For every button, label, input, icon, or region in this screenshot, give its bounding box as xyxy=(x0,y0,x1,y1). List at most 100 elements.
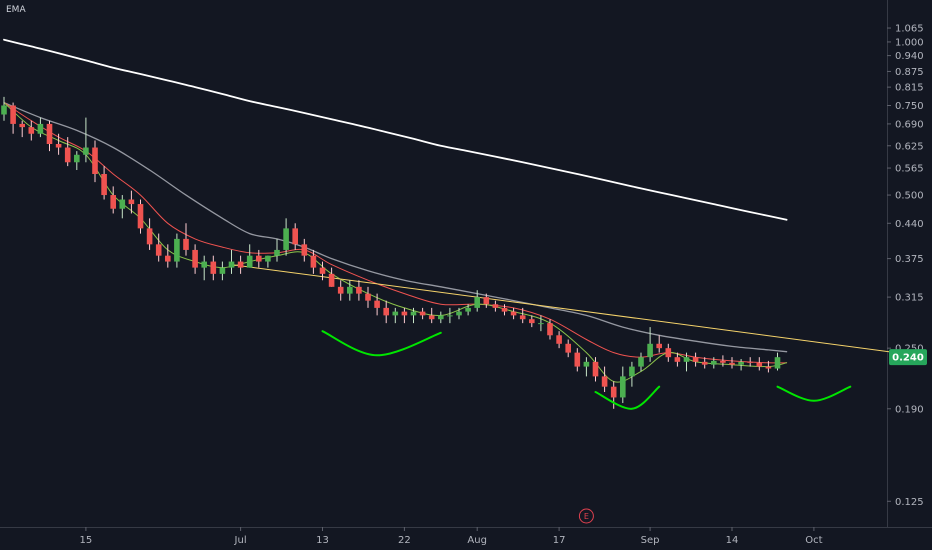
ema-red-line xyxy=(3,102,788,364)
candle-body[interactable] xyxy=(64,147,71,163)
x-tick-label: Aug xyxy=(467,535,487,546)
candle-body[interactable] xyxy=(283,228,289,250)
candle-body[interactable] xyxy=(319,267,326,274)
candle-body[interactable] xyxy=(301,244,308,256)
candle-body[interactable] xyxy=(110,195,116,209)
candle-body[interactable] xyxy=(747,361,753,363)
candle-body[interactable] xyxy=(729,362,735,365)
candle-body[interactable] xyxy=(647,343,653,358)
candle-body[interactable] xyxy=(601,376,608,387)
y-tick-label: 1.065 xyxy=(895,24,924,35)
candle-body[interactable] xyxy=(401,311,408,316)
candle-body[interactable] xyxy=(74,154,80,163)
candle-body[interactable] xyxy=(46,123,53,145)
candle-body[interactable] xyxy=(292,228,298,245)
candle-body[interactable] xyxy=(610,386,617,398)
candle-body[interactable] xyxy=(547,323,553,336)
candle-body[interactable] xyxy=(529,319,535,324)
candle-body[interactable] xyxy=(101,173,107,196)
candle-body[interactable] xyxy=(574,352,581,367)
candle-body[interactable] xyxy=(328,273,335,287)
candle-body[interactable] xyxy=(711,360,717,365)
candle-body[interactable] xyxy=(274,249,280,256)
candle-body[interactable] xyxy=(447,315,453,317)
candle-body[interactable] xyxy=(510,311,517,316)
earnings-event-marker[interactable] xyxy=(578,508,594,524)
candle-body[interactable] xyxy=(374,300,380,308)
candle-body[interactable] xyxy=(538,323,544,325)
earnings-event-label: E xyxy=(584,512,589,521)
candle-body[interactable] xyxy=(337,286,344,294)
candle-body[interactable] xyxy=(438,315,444,320)
candle-body[interactable] xyxy=(465,307,471,312)
candle-body[interactable] xyxy=(365,293,371,301)
candle-body[interactable] xyxy=(146,228,153,245)
candle-body[interactable] xyxy=(620,376,626,398)
candle-body[interactable] xyxy=(228,261,235,268)
candle-body[interactable] xyxy=(456,311,462,316)
candle-body[interactable] xyxy=(674,357,681,362)
candle-body[interactable] xyxy=(310,255,317,268)
x-tick-label: Jul xyxy=(234,535,247,546)
indicator-title: EMA xyxy=(6,5,26,15)
y-tick-label: 0.940 xyxy=(895,51,924,62)
candle-body[interactable] xyxy=(592,361,599,377)
candle-body[interactable] xyxy=(474,297,480,308)
candle-body[interactable] xyxy=(137,204,144,229)
candle-body[interactable] xyxy=(410,311,417,316)
candle-body[interactable] xyxy=(565,343,571,353)
candle-body[interactable] xyxy=(83,147,89,155)
candle-body[interactable] xyxy=(210,261,217,274)
candle-body[interactable] xyxy=(201,261,207,268)
candle-body[interactable] xyxy=(765,366,772,369)
candle-body[interactable] xyxy=(265,255,271,262)
candle-body[interactable] xyxy=(347,286,353,294)
candle-body[interactable] xyxy=(556,335,562,344)
pattern-arc xyxy=(594,385,661,410)
candle-body[interactable] xyxy=(701,361,708,365)
candle-body[interactable] xyxy=(19,123,25,128)
candle-body[interactable] xyxy=(155,244,162,256)
candle-body[interactable] xyxy=(519,315,526,320)
candle-body[interactable] xyxy=(246,255,253,268)
candle-body[interactable] xyxy=(356,286,362,294)
candle-body[interactable] xyxy=(720,360,726,363)
candle-body[interactable] xyxy=(28,127,35,134)
candle-body[interactable] xyxy=(1,105,7,115)
candle-body[interactable] xyxy=(583,361,590,367)
candle-body[interactable] xyxy=(629,366,635,377)
candle-body[interactable] xyxy=(738,361,744,365)
candle-body[interactable] xyxy=(10,105,16,124)
candle-body[interactable] xyxy=(492,304,499,308)
pattern-arc xyxy=(321,330,442,357)
candle-body[interactable] xyxy=(428,315,435,320)
candle-body[interactable] xyxy=(419,311,426,316)
candle-body[interactable] xyxy=(256,255,262,262)
candle-body[interactable] xyxy=(656,343,662,349)
candle-body[interactable] xyxy=(55,144,62,148)
candle-body[interactable] xyxy=(774,357,781,369)
candle-body[interactable] xyxy=(756,362,763,367)
candle-body[interactable] xyxy=(37,123,44,134)
candle-body[interactable] xyxy=(92,147,98,174)
candle-body[interactable] xyxy=(165,255,171,262)
x-tick-label: 22 xyxy=(398,535,411,546)
candle-body[interactable] xyxy=(128,199,135,205)
candle-body[interactable] xyxy=(483,297,490,305)
candle-body[interactable] xyxy=(119,199,126,209)
candle-body[interactable] xyxy=(237,261,244,268)
candle-body[interactable] xyxy=(501,307,508,312)
candle-body[interactable] xyxy=(638,357,644,367)
last-price-tag xyxy=(889,349,927,366)
candle-body[interactable] xyxy=(383,307,389,316)
candle-body[interactable] xyxy=(183,238,189,250)
candle-body[interactable] xyxy=(683,357,690,362)
candle-body[interactable] xyxy=(174,238,180,262)
candle-body[interactable] xyxy=(665,348,672,358)
candle-body[interactable] xyxy=(219,267,226,274)
candle-body[interactable] xyxy=(192,249,198,268)
candle-body[interactable] xyxy=(692,357,699,362)
candle-body[interactable] xyxy=(392,311,399,316)
